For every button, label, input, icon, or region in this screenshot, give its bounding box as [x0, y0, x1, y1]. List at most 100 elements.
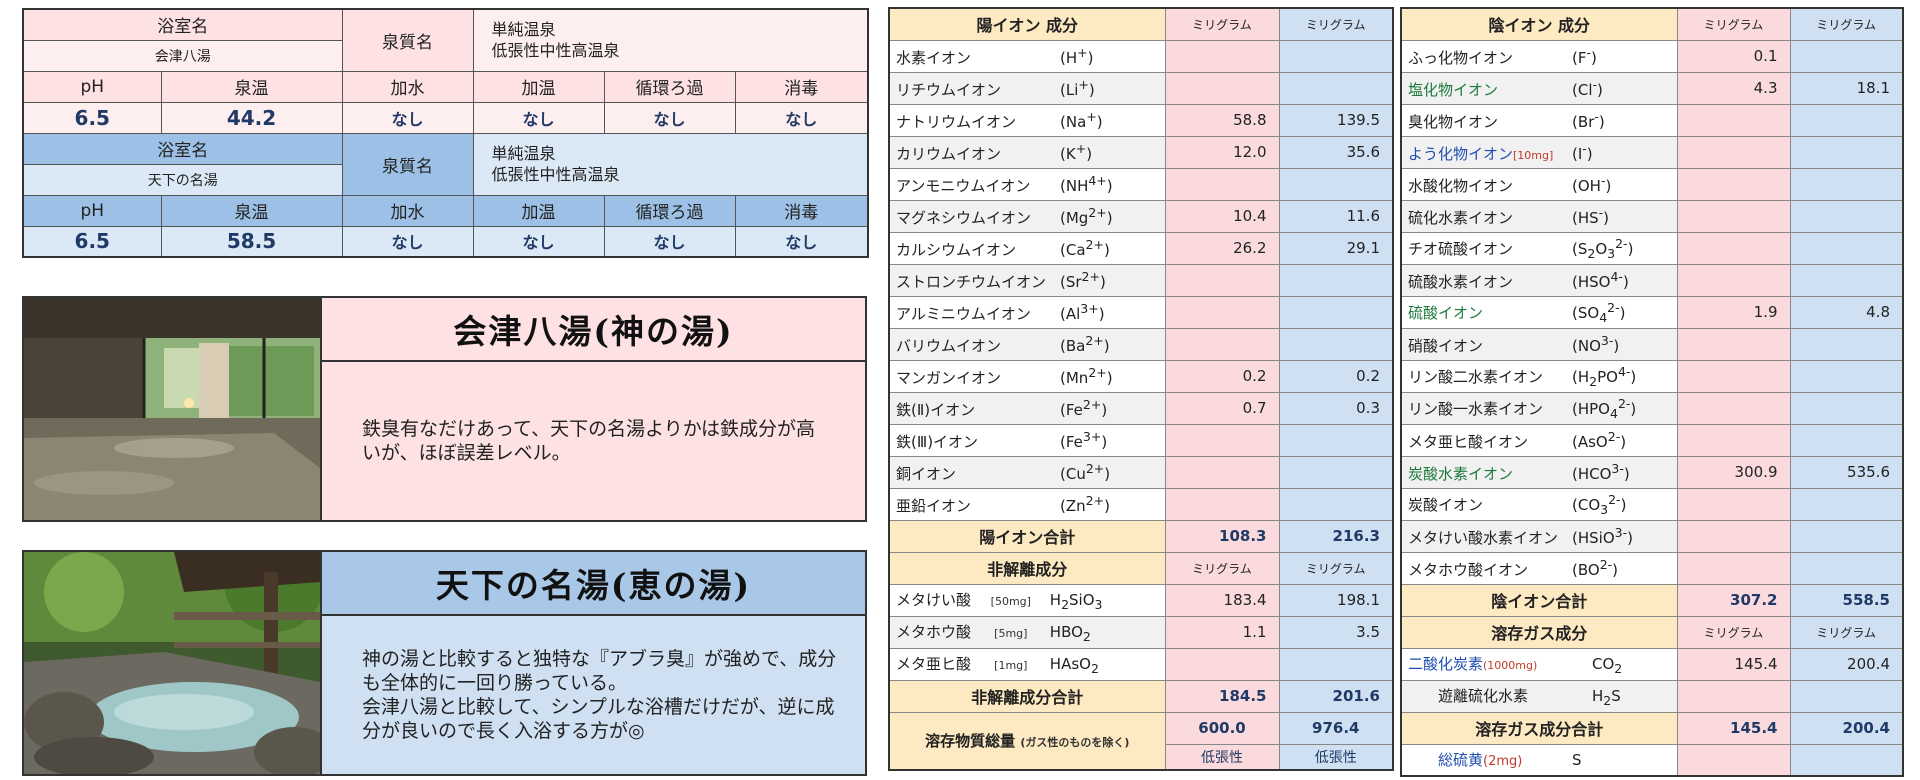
gas-name: 遊離硫化水素 H2S: [1400, 679, 1678, 713]
header-circulation: 循環ろ過: [603, 194, 736, 227]
ion-formula: (OH-): [1572, 172, 1612, 195]
value-b: [1789, 551, 1904, 585]
ion-formula: (Al3+): [1060, 300, 1105, 323]
ion-formula: (CO32-): [1572, 491, 1627, 517]
ion-name: 硫化水素イオン (HS-): [1400, 199, 1678, 233]
gas-name: 二酸化炭素(1000mg) CO2: [1400, 647, 1678, 681]
value-b: [1789, 327, 1904, 361]
ion-formula: (Cu2+): [1060, 460, 1111, 483]
quality-label: 泉質名: [341, 132, 474, 196]
value-b: [1789, 359, 1904, 393]
value-a: 4.3: [1676, 71, 1791, 105]
ion-formula: (H+): [1060, 44, 1094, 67]
value-a: [1676, 679, 1791, 713]
ion-formula: (HCO3-): [1572, 460, 1630, 483]
ion-formula: (S2O32-): [1572, 235, 1634, 261]
header-disinfect: 消毒: [734, 194, 869, 227]
value-b: 139.5: [1278, 103, 1394, 137]
cation-table: 陽イオン 成分 ミリグラム ミリグラム 水素イオン (H+) リチウムイオン (Li+) ナト…: [888, 7, 1394, 771]
value-a: [1676, 199, 1791, 233]
nondiss-header: 非解離成分: [888, 551, 1166, 585]
value-a: 0.7: [1164, 391, 1280, 425]
value-b: [1789, 391, 1904, 425]
value-b: [1278, 423, 1394, 457]
ion-name: よう化物イオン[10mg] (I-): [1400, 135, 1678, 169]
table-row: 炭酸イオン (CO32-): [1400, 487, 1904, 521]
ion-name: メタ亜ヒ酸イオン (AsO2-): [1400, 423, 1678, 457]
table-row: 臭化物イオン (Br-): [1400, 103, 1904, 137]
value-b: [1789, 679, 1904, 713]
unit-label: ミリグラム: [1278, 7, 1394, 41]
value-b: 35.6: [1278, 135, 1394, 169]
table-row: リン酸一水素イオン (HPO42-): [1400, 391, 1904, 425]
circulation-value: なし: [603, 225, 736, 258]
unit-label: ミリグラム: [1676, 615, 1791, 649]
cation-total-label: 陽イオン合計: [888, 519, 1166, 553]
anion-header: 陰イオン 成分: [1400, 7, 1678, 41]
ion-name: ナトリウムイオン (Na+): [888, 103, 1166, 137]
ion-name: メタホウ酸 [5mg] HBO2: [888, 615, 1166, 649]
value-b: [1789, 103, 1904, 137]
ion-formula: (Li+): [1060, 76, 1095, 99]
table-row: ストロンチウムイオン (Sr2+): [888, 263, 1394, 297]
onsen-card-megumi: 天下の名湯(恵の湯) 神の湯と比較すると独特な『アブラ臭』が強めで、成分 も全体…: [22, 550, 867, 776]
value-a: [1164, 327, 1280, 361]
gas-header: 溶存ガス成分: [1400, 615, 1678, 649]
value-a: 58.8: [1164, 103, 1280, 137]
table-row: 遊離硫化水素 H2S: [1400, 679, 1904, 713]
table-row: リチウムイオン (Li+): [888, 71, 1394, 105]
ion-formula: (SO42-): [1572, 299, 1626, 325]
ion-name: 水酸化物イオン (OH-): [1400, 167, 1678, 201]
value-a: [1676, 743, 1791, 777]
value-a: 10.4: [1164, 199, 1280, 233]
ion-formula: (H2PO4-): [1572, 363, 1637, 389]
value-a: 1.9: [1676, 295, 1791, 329]
total-b: 558.5: [1789, 583, 1904, 617]
value-a: [1676, 359, 1791, 393]
ion-name: リン酸一水素イオン (HPO42-): [1400, 391, 1678, 425]
ion-formula: (Cl-): [1572, 76, 1603, 99]
ion-formula: (NO3-): [1572, 332, 1620, 355]
table-row: 水素イオン (H+): [888, 39, 1394, 73]
total-a: 108.3: [1164, 519, 1280, 553]
room-name: 天下の名湯: [22, 163, 343, 196]
unit-label: ミリグラム: [1789, 615, 1904, 649]
value-a: 300.9: [1676, 455, 1791, 489]
value-b: 200.4: [1789, 647, 1904, 681]
header-temp: 泉温: [160, 194, 343, 227]
header-ph: pH: [22, 70, 162, 103]
total-a: 145.4: [1676, 711, 1791, 745]
value-b: [1789, 423, 1904, 457]
value-a: 26.2: [1164, 231, 1280, 265]
ion-formula: (AsO2-): [1572, 428, 1627, 451]
value-b: [1278, 263, 1394, 297]
table-row: マグネシウムイオン (Mg2+) 10.4 11.6: [888, 199, 1394, 233]
ion-name: マンガンイオン (Mn2+): [888, 359, 1166, 393]
header-temp: 泉温: [160, 70, 343, 103]
ion-name: アルミニウムイオン (Al3+): [888, 295, 1166, 329]
value-b: [1278, 487, 1394, 521]
card-title: 会津八湯(神の湯): [320, 298, 865, 362]
tonicity-a: 低張性: [1164, 743, 1280, 771]
quality-label: 泉質名: [341, 8, 474, 72]
total-b: 200.4: [1789, 711, 1904, 745]
ion-name: 塩化物イオン (Cl-): [1400, 71, 1678, 105]
dissolved-label: 溶存物質総量 (ガス性のものを除く): [888, 711, 1166, 771]
heat-value: なし: [472, 225, 605, 258]
table-row: 硫酸イオン (SO42-) 1.9 4.8: [1400, 295, 1904, 329]
ion-formula: (HSO4-): [1572, 268, 1629, 291]
tonicity-b: 低張性: [1278, 743, 1394, 771]
room-label: 浴室名: [22, 132, 343, 165]
table-row: 水酸化物イオン (OH-): [1400, 167, 1904, 201]
unit-label: ミリグラム: [1676, 7, 1791, 41]
ion-formula: (HSiO3-): [1572, 524, 1633, 547]
value-b: [1278, 647, 1394, 681]
table-row: 銅イオン (Cu2+): [888, 455, 1394, 489]
value-b: 3.5: [1278, 615, 1394, 649]
table-row: 塩化物イオン (Cl-) 4.3 18.1: [1400, 71, 1904, 105]
value-a: [1676, 519, 1791, 553]
value-b: 535.6: [1789, 455, 1904, 489]
sulfur-row: 総硫黄(2mg) S: [1400, 743, 1678, 777]
ion-formula: (HS-): [1572, 204, 1610, 227]
value-b: 0.2: [1278, 359, 1394, 393]
